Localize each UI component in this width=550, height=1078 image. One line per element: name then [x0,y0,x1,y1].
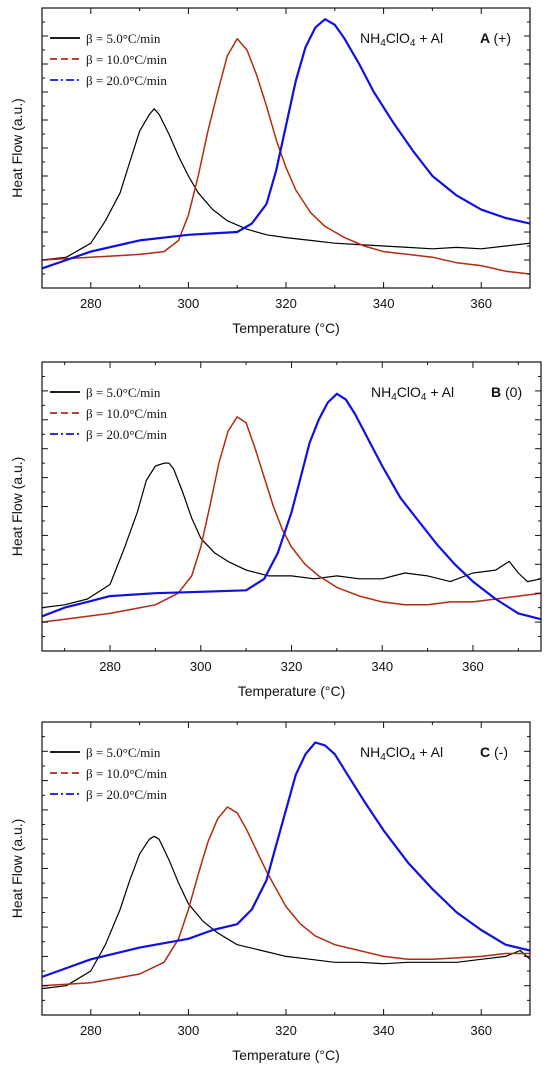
chart-title: NH4ClO4 + Al [360,30,443,49]
legend-entry-2: β = 10.0°C/min [86,766,167,781]
series-line-1 [42,108,530,261]
chart-title: NH4ClO4 + Al [371,384,454,403]
legend-entry-3: β = 20.0°C/min [86,787,167,802]
series-line-2 [42,416,541,623]
panel-label: B (0) [491,384,522,400]
x-tick-label: 280 [99,659,121,674]
x-tick-label: 320 [275,296,297,311]
legend-entry-1: β = 5.0°C/min [86,745,161,760]
series-line-3 [42,392,541,621]
y-axis-label: Heat Flow (a.u.) [9,819,25,919]
x-tick-label: 360 [470,1023,492,1038]
chart-panel-B: 280 300 320 340 360 Temperature (°C) Heat Flow… [9,361,542,699]
x-tick-label: 300 [190,659,212,674]
x-tick-label: 340 [373,1023,395,1038]
chart-panel-C: 280 300 320 340 360 Temperature (°C) Heat Flow… [9,721,531,1063]
x-tick-label: 280 [80,1023,102,1038]
x-tick-label: 320 [275,1023,297,1038]
x-tick-label: 360 [462,659,484,674]
series-line-1 [42,835,530,990]
chart-panel-A: 280 300 320 340 360 Temperature (°C) Heat Flow… [9,7,531,336]
x-axis-label: Temperature (°C) [232,320,340,336]
legend-entry-2: β = 10.0°C/min [86,52,167,67]
chart-title: NH4ClO4 + Al [360,744,443,763]
y-axis-label: Heat Flow (a.u.) [9,457,25,557]
legend-entry-2: β = 10.0°C/min [86,406,167,421]
series-line-2 [42,806,530,987]
x-axis-label: Temperature (°C) [238,683,346,699]
x-tick-label: 280 [80,296,102,311]
x-tick-label: 300 [178,296,200,311]
x-tick-label: 340 [373,296,395,311]
panel-label: C (-) [480,744,508,760]
x-tick-label: 320 [281,659,303,674]
panel-label: A (+) [480,30,511,46]
legend-entry-3: β = 20.0°C/min [86,427,167,442]
series-line-2 [42,38,530,275]
legend-entry-1: β = 5.0°C/min [86,385,161,400]
x-tick-label: 300 [178,1023,200,1038]
series-line-1 [42,462,541,609]
y-axis-label: Heat Flow (a.u.) [9,98,25,198]
x-tick-label: 340 [371,659,393,674]
x-axis-label: Temperature (°C) [232,1047,340,1063]
series-line-3 [42,741,530,978]
x-tick-label: 360 [470,296,492,311]
legend-entry-3: β = 20.0°C/min [86,73,167,88]
series-line-3 [42,18,530,270]
legend-entry-1: β = 5.0°C/min [86,31,161,46]
